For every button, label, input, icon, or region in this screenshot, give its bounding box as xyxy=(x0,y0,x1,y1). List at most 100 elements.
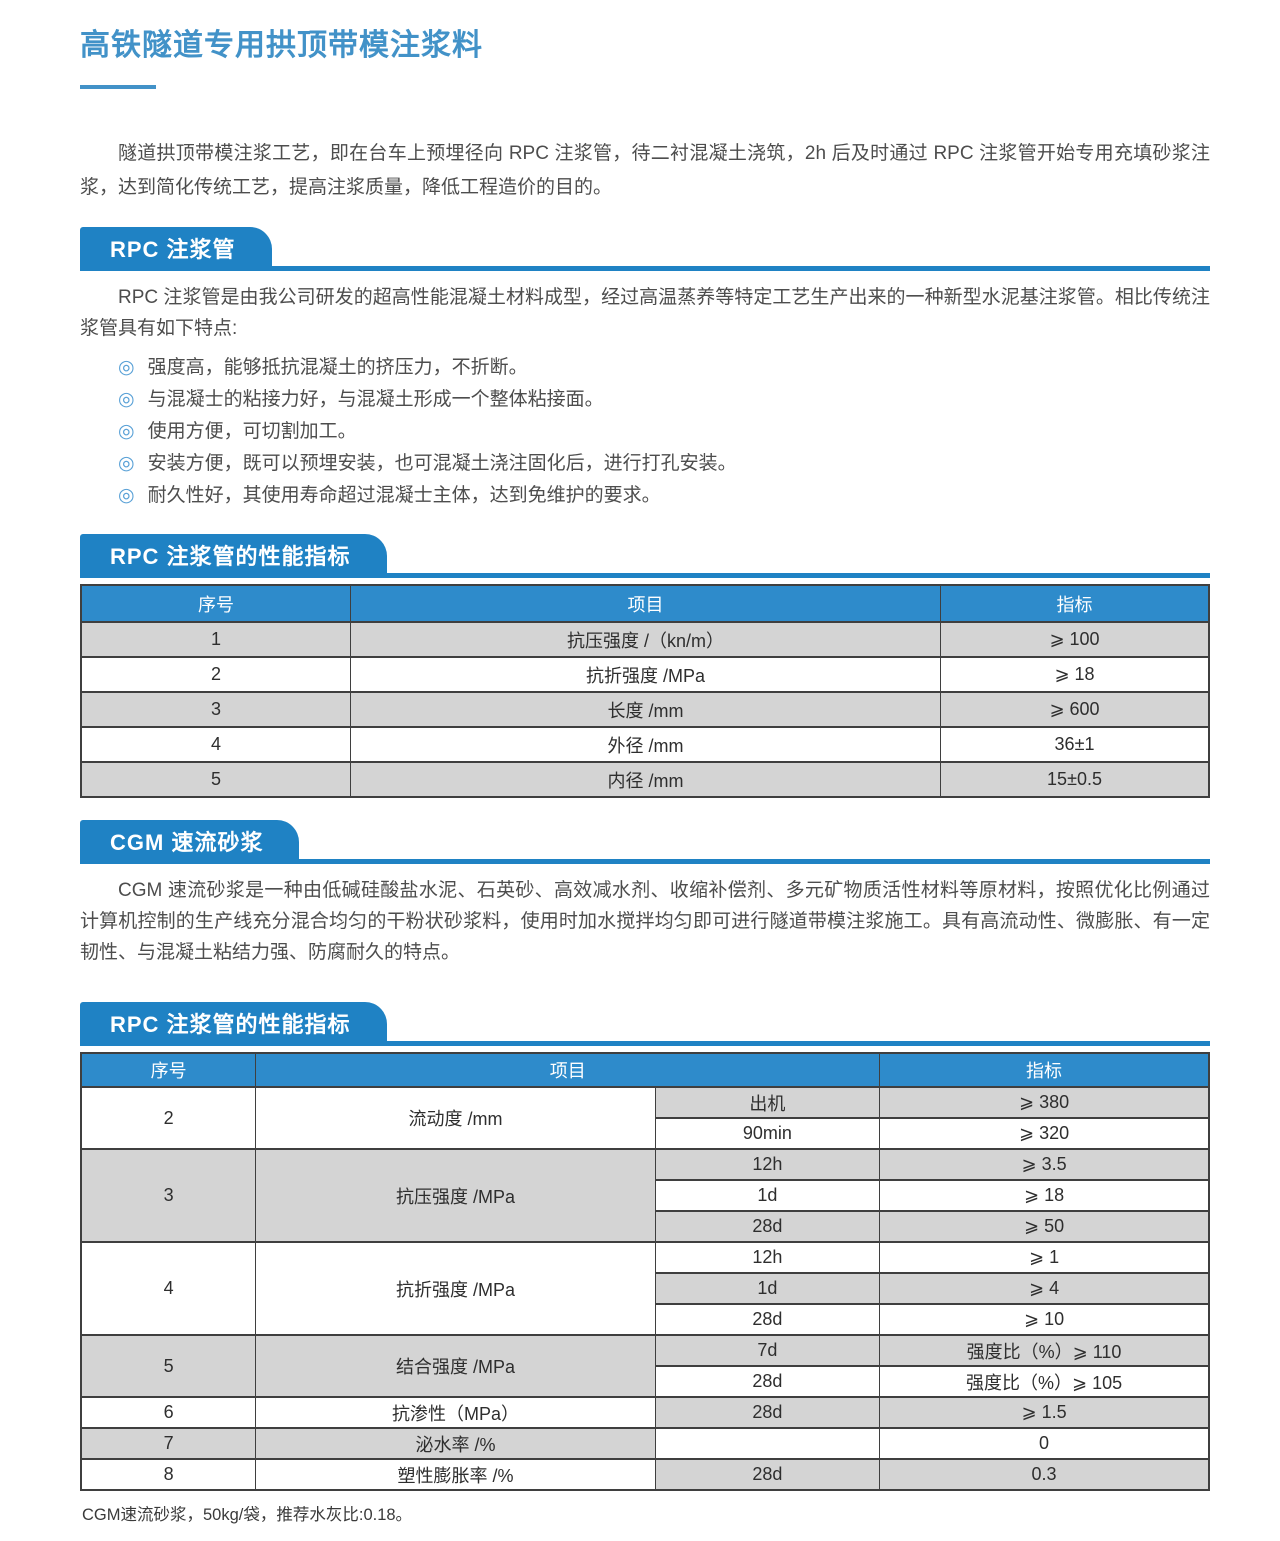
table-cell: 1 xyxy=(80,621,352,658)
banner-rpc-pipe: RPC 注浆管 xyxy=(80,227,1210,271)
table-cell-value: ⩾ 1.5 xyxy=(879,1396,1210,1429)
table-cell: 3 xyxy=(80,691,352,728)
banner-underline xyxy=(80,1041,1210,1046)
cgm-intro-paragraph: CGM 速流砂浆是一种由低碱硅酸盐水泥、石英砂、高效减水剂、收缩补偿剂、多元矿物… xyxy=(80,880,1210,963)
banner-tab: RPC 注浆管的性能指标 xyxy=(80,534,387,573)
table-row: 3 抗压强度 /MPa 12h ⩾ 3.5 xyxy=(80,1148,1210,1243)
rpc-pipe-performance-table: 序号 项目 指标 1 抗压强度 /（kn/m） ⩾ 100 2 抗折强度 /MPa ⩾ 1… xyxy=(80,584,1210,798)
table-cell-item: 结合强度 /MPa xyxy=(255,1334,656,1398)
table-cell-value: 0 xyxy=(879,1427,1210,1460)
table-row: 28d ⩾ 10 xyxy=(81,1303,1210,1336)
table-cell: 2 xyxy=(80,656,352,693)
table-cell-item: 抗折强度 /MPa xyxy=(255,1241,656,1336)
table-header-cell: 序号 xyxy=(80,584,352,623)
bullet-icon: ◎ xyxy=(118,357,135,378)
table-cell-condition: 28d xyxy=(654,1396,881,1429)
banner-tab: RPC 注浆管的性能指标 xyxy=(80,1002,387,1041)
table-cell-item: 流动度 /mm xyxy=(255,1086,656,1150)
table-row: 1d ⩾ 4 xyxy=(81,1272,1210,1305)
banner-tab: RPC 注浆管 xyxy=(80,227,272,266)
table-cell: 抗压强度 /（kn/m） xyxy=(350,621,942,658)
table-cell-condition: 1d xyxy=(654,1272,881,1305)
table-header-cell: 项目 xyxy=(350,584,942,623)
bullet-item: ◎ 使用方便，可切割加工。 xyxy=(118,416,1210,448)
table-header-row: 序号 项目 指标 xyxy=(80,1052,1210,1088)
table-cell: 抗折强度 /MPa xyxy=(350,656,942,693)
table-cell: 内径 /mm xyxy=(350,761,942,798)
table-cell-serial: 3 xyxy=(80,1148,257,1243)
bullet-item: ◎ 强度高，能够抵抗混凝土的挤压力，不折断。 xyxy=(118,352,1210,384)
table-cell-value: ⩾ 4 xyxy=(879,1272,1210,1305)
bullet-text: 使用方便，可切割加工。 xyxy=(147,421,357,442)
footnote: CGM速流砂浆，50kg/袋，推荐水灰比:0.18。 xyxy=(82,1506,413,1524)
table-cell-serial: 7 xyxy=(80,1427,257,1460)
table-cell-value: ⩾ 1 xyxy=(879,1241,1210,1274)
table-row: 1d ⩾ 18 xyxy=(81,1179,1210,1212)
table-cell-condition: 28d xyxy=(654,1303,881,1336)
table-cell-serial: 2 xyxy=(80,1086,257,1150)
table-row: 8 塑性膨胀率 /% 28d 0.3 xyxy=(80,1458,1210,1491)
banner-underline xyxy=(80,859,1210,864)
table-cell-item: 塑性膨胀率 /% xyxy=(255,1458,656,1491)
table-cell-condition: 出机 xyxy=(654,1086,881,1119)
table-cell-item: 抗渗性（MPa） xyxy=(255,1396,656,1429)
cgm-mortar-performance-table: 序号 项目 指标 2 流动度 /mm 出机 ⩾ 380 90min ⩾ 320 3 抗压强度 … xyxy=(80,1052,1210,1491)
table-row: 2 抗折强度 /MPa ⩾ 18 xyxy=(80,656,1210,693)
table-cell: 36±1 xyxy=(940,726,1210,763)
bullet-item: ◎ 安装方便，既可以预埋安装，也可混凝土浇注固化后，进行打孔安装。 xyxy=(118,448,1210,480)
table-row: 5 结合强度 /MPa 7d 强度比（%）⩾ 110 xyxy=(80,1334,1210,1398)
bullet-item: ◎ 与混凝士的粘接力好，与混凝土形成一个整体粘接面。 xyxy=(118,384,1210,416)
table-cell-value: ⩾ 18 xyxy=(879,1179,1210,1212)
bullet-icon: ◎ xyxy=(118,389,135,410)
bullet-list: ◎ 强度高，能够抵抗混凝土的挤压力，不折断。 ◎ 与混凝士的粘接力好，与混凝土形成一个… xyxy=(80,352,1210,512)
table-row: 90min ⩾ 320 xyxy=(81,1117,1210,1150)
table-cell-serial: 4 xyxy=(80,1241,257,1336)
banner-tab: CGM 速流砂浆 xyxy=(80,820,300,859)
table-cell: ⩾ 18 xyxy=(940,656,1210,693)
bullet-icon: ◎ xyxy=(118,421,135,442)
page-title: 高铁隧道专用拱顶带模注浆料 xyxy=(80,29,483,62)
bullet-text: 强度高，能够抵抗混凝土的挤压力，不折断。 xyxy=(147,357,528,378)
banner-rpc-performance-1: RPC 注浆管的性能指标 xyxy=(80,534,1210,578)
table-cell-item: 抗压强度 /MPa xyxy=(255,1148,656,1243)
banner-underline xyxy=(80,573,1210,578)
table-row: 6 抗渗性（MPa） 28d ⩾ 1.5 xyxy=(80,1396,1210,1429)
bullet-icon: ◎ xyxy=(118,453,135,474)
table-cell-serial: 5 xyxy=(80,1334,257,1398)
banner-cgm-mortar: CGM 速流砂浆 xyxy=(80,820,1210,864)
table-row: 5 内径 /mm 15±0.5 xyxy=(80,761,1210,798)
table-cell-value: 0.3 xyxy=(879,1458,1210,1491)
table-row: 28d ⩾ 50 xyxy=(81,1210,1210,1243)
banner-rpc-performance-2: RPC 注浆管的性能指标 xyxy=(80,1002,1210,1046)
table-cell-item: 泌水率 /% xyxy=(255,1427,656,1460)
table-cell-condition: 12h xyxy=(654,1241,881,1274)
rpc-intro-paragraph: RPC 注浆管是由我公司研发的超高性能混凝土材料成型，经过高温蒸养等特定工艺生产… xyxy=(80,287,1210,339)
table-row: 7 泌水率 /% 0 xyxy=(80,1427,1210,1460)
table-row: 1 抗压强度 /（kn/m） ⩾ 100 xyxy=(80,621,1210,658)
table-header-row: 序号 项目 指标 xyxy=(80,584,1210,623)
table-cell: 15±0.5 xyxy=(940,761,1210,798)
table-cell-serial: 6 xyxy=(80,1396,257,1429)
intro-paragraph: 隧道拱顶带模注浆工艺，即在台车上预埋径向 RPC 注浆管，待二衬混凝土浇筑，2h… xyxy=(80,143,1210,198)
table-cell-value: 强度比（%）⩾ 105 xyxy=(879,1365,1210,1398)
table-cell-condition: 1d xyxy=(654,1179,881,1212)
table-cell: ⩾ 600 xyxy=(940,691,1210,728)
table-cell: 长度 /mm xyxy=(350,691,942,728)
table-row: 4 外径 /mm 36±1 xyxy=(80,726,1210,763)
bullet-item: ◎ 耐久性好，其使用寿命超过混凝士主体，达到免维护的要求。 xyxy=(118,480,1210,512)
table-row: 4 抗折强度 /MPa 12h ⩾ 1 xyxy=(80,1241,1210,1336)
title-underline xyxy=(80,85,156,89)
table-header-cell: 项目 xyxy=(255,1052,881,1088)
table-row: 3 长度 /mm ⩾ 600 xyxy=(80,691,1210,728)
table-header-cell: 指标 xyxy=(940,584,1210,623)
table-cell-condition: 7d xyxy=(654,1334,881,1367)
table-header-cell: 序号 xyxy=(80,1052,257,1088)
table-cell-condition: 12h xyxy=(654,1148,881,1181)
table-cell: 4 xyxy=(80,726,352,763)
table-cell: 外径 /mm xyxy=(350,726,942,763)
table-cell-condition xyxy=(654,1427,881,1460)
table-cell: 5 xyxy=(80,761,352,798)
table-cell-value: ⩾ 50 xyxy=(879,1210,1210,1243)
bullet-icon: ◎ xyxy=(118,485,135,506)
